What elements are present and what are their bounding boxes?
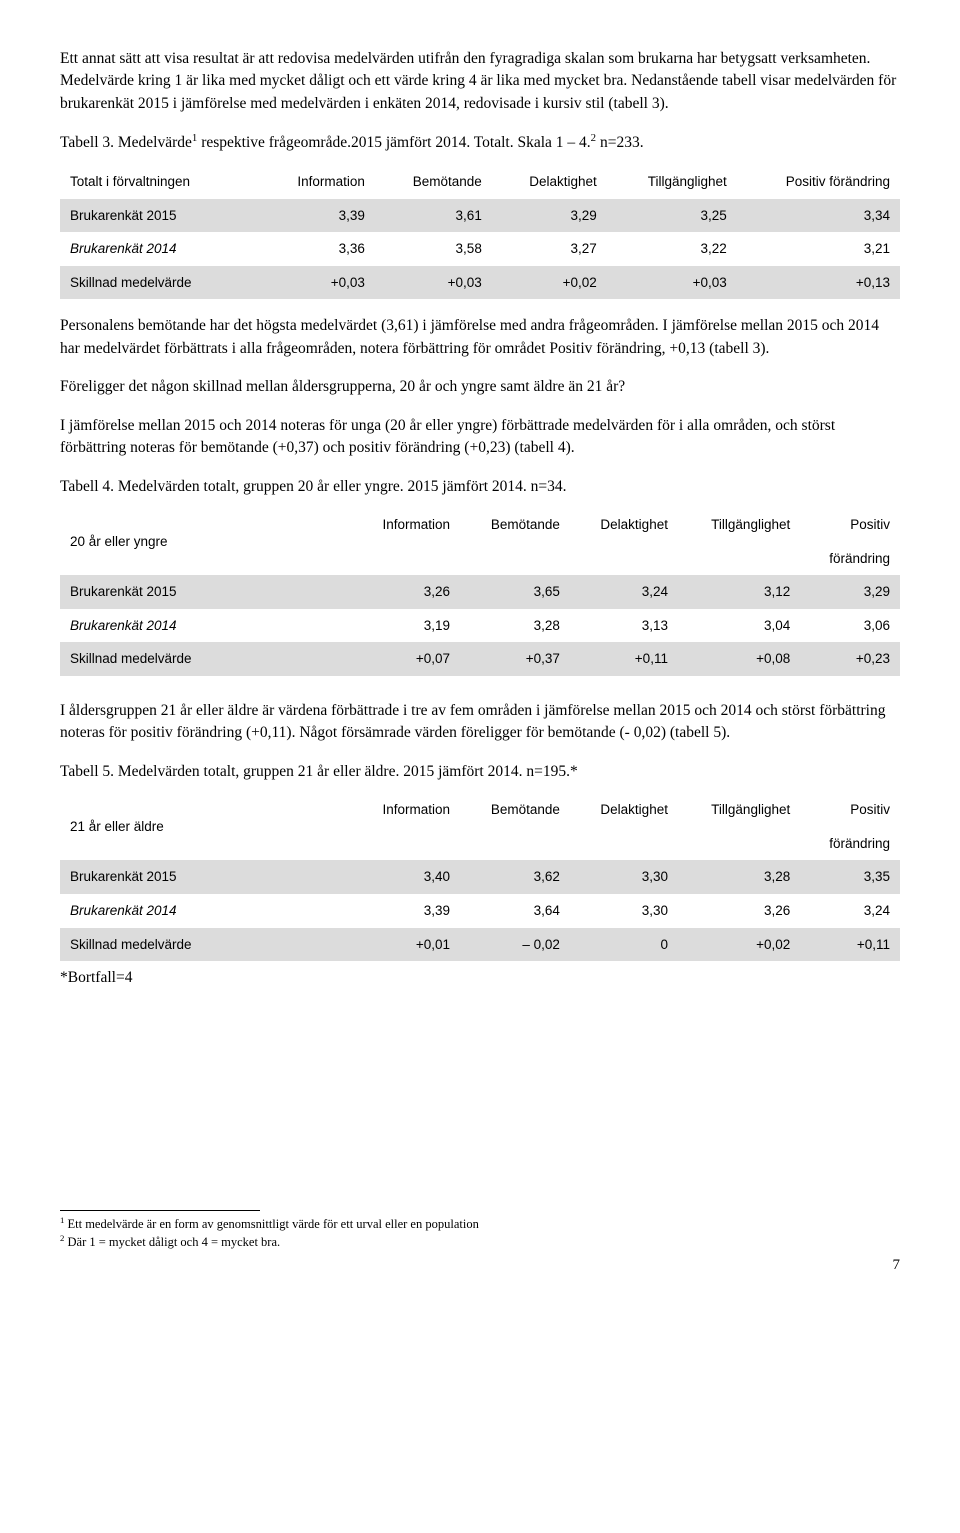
table4-r1-c1: 3,26	[260, 575, 460, 609]
table4-r2-c4: 3,04	[678, 609, 800, 643]
table3-r2-c3: 3,27	[492, 232, 607, 266]
table5-r3-c5: +0,11	[800, 928, 900, 962]
table5-r3-c3: 0	[570, 928, 678, 962]
table5-col-5: Positiv	[800, 793, 900, 827]
table4-r3-label: Skillnad medelvärde	[60, 642, 260, 676]
table5-r1-c4: 3,28	[678, 860, 800, 894]
footnote-1: 1 Ett medelvärde är en form av genomsnit…	[60, 1215, 900, 1233]
table4-r1-c2: 3,65	[460, 575, 570, 609]
table5-col-1: Information	[260, 793, 460, 827]
table3-title-c: n=233.	[596, 135, 644, 152]
paragraph-2: Personalens bemötande har det högsta med…	[60, 315, 900, 360]
table4-r1-c4: 3,12	[678, 575, 800, 609]
table5-r2-c4: 3,26	[678, 894, 800, 928]
table3-title-a: Tabell 3. Medelvärde	[60, 135, 192, 152]
table3-col-1: Information	[260, 165, 375, 199]
footnote-2: 2 Där 1 = mycket dåligt och 4 = mycket b…	[60, 1233, 900, 1251]
table4-col-5b: förändring	[800, 542, 900, 576]
table4-col-4: Tillgänglighet	[678, 508, 800, 542]
table4-r3-c4: +0,08	[678, 642, 800, 676]
table5-r2-c2: 3,64	[460, 894, 570, 928]
paragraph-5: I åldersgruppen 21 år eller äldre är vär…	[60, 700, 900, 745]
paragraph-1: Ett annat sätt att visa resultat är att …	[60, 48, 900, 115]
table5-r2-c1: 3,39	[260, 894, 460, 928]
table3-r3-label: Skillnad medelvärde	[60, 266, 260, 300]
table3-col-2: Bemötande	[375, 165, 492, 199]
table4-r3-c5: +0,23	[800, 642, 900, 676]
table3-r1-c4: 3,25	[607, 199, 737, 233]
footnotes-block: 1 Ett medelvärde är en form av genomsnit…	[60, 1215, 900, 1251]
table4-r2-c3: 3,13	[570, 609, 678, 643]
table3-r2-c1: 3,36	[260, 232, 375, 266]
table3-r1-c1: 3,39	[260, 199, 375, 233]
table3-title-b: respektive frågeområde.2015 jämfört 2014…	[197, 135, 590, 152]
table4-r3-c3: +0,11	[570, 642, 678, 676]
table5-r3-c1: +0,01	[260, 928, 460, 962]
table5-title: Tabell 5. Medelvärden totalt, gruppen 21…	[60, 761, 900, 783]
table4-r1-c5: 3,29	[800, 575, 900, 609]
table3-r1-label: Brukarenkät 2015	[60, 199, 260, 233]
table3-r2-c5: 3,21	[737, 232, 900, 266]
bortfall-note: *Bortfall=4	[60, 967, 900, 989]
table5-r2-c3: 3,30	[570, 894, 678, 928]
table5-r1-label: Brukarenkät 2015	[60, 860, 260, 894]
table5-col-4: Tillgänglighet	[678, 793, 800, 827]
table5-r1-c1: 3,40	[260, 860, 460, 894]
table3-r2-c2: 3,58	[375, 232, 492, 266]
table3-r2-label: Brukarenkät 2014	[60, 232, 260, 266]
table3-r1-c5: 3,34	[737, 199, 900, 233]
table4-corner: 20 år eller yngre	[60, 508, 260, 575]
table4-r2-c2: 3,28	[460, 609, 570, 643]
table3-r3-c2: +0,03	[375, 266, 492, 300]
table3-r3-c4: +0,03	[607, 266, 737, 300]
table3-r1-c3: 3,29	[492, 199, 607, 233]
table5-r2-c5: 3,24	[800, 894, 900, 928]
table3-title: Tabell 3. Medelvärde1 respektive frågeom…	[60, 131, 900, 155]
table4-r2-c5: 3,06	[800, 609, 900, 643]
table5-col-3: Delaktighet	[570, 793, 678, 827]
table5-r2-label: Brukarenkät 2014	[60, 894, 260, 928]
table4-r3-c1: +0,07	[260, 642, 460, 676]
paragraph-3: Föreligger det någon skillnad mellan åld…	[60, 376, 900, 398]
table-3: Totalt i förvaltningen Information Bemöt…	[60, 165, 900, 299]
table4-col-1: Information	[260, 508, 460, 542]
table5-r3-c4: +0,02	[678, 928, 800, 962]
table3-r3-c1: +0,03	[260, 266, 375, 300]
table5-corner: 21 år eller äldre	[60, 793, 260, 860]
table4-title: Tabell 4. Medelvärden totalt, gruppen 20…	[60, 476, 900, 498]
table-5: 21 år eller äldre Information Bemötande …	[60, 793, 900, 961]
table5-r1-c3: 3,30	[570, 860, 678, 894]
table5-r3-c2: – 0,02	[460, 928, 570, 962]
paragraph-4: I jämförelse mellan 2015 och 2014 notera…	[60, 415, 900, 460]
table3-r1-c2: 3,61	[375, 199, 492, 233]
table4-col-3: Delaktighet	[570, 508, 678, 542]
table5-r3-label: Skillnad medelvärde	[60, 928, 260, 962]
table4-r3-c2: +0,37	[460, 642, 570, 676]
table4-col-2: Bemötande	[460, 508, 570, 542]
table4-r2-label: Brukarenkät 2014	[60, 609, 260, 643]
table3-r3-c3: +0,02	[492, 266, 607, 300]
table3-col-5: Positiv förändring	[737, 165, 900, 199]
table4-col-5: Positiv	[800, 508, 900, 542]
table3-col-3: Delaktighet	[492, 165, 607, 199]
table5-r1-c5: 3,35	[800, 860, 900, 894]
table3-r2-c4: 3,22	[607, 232, 737, 266]
table-4: 20 år eller yngre Information Bemötande …	[60, 508, 900, 676]
page-number: 7	[60, 1255, 900, 1277]
table4-r2-c1: 3,19	[260, 609, 460, 643]
table3-col-4: Tillgänglighet	[607, 165, 737, 199]
table3-r3-c5: +0,13	[737, 266, 900, 300]
table5-col-2: Bemötande	[460, 793, 570, 827]
footnote-1-text: Ett medelvärde är en form av genomsnittl…	[64, 1217, 478, 1231]
table3-corner: Totalt i förvaltningen	[60, 165, 260, 199]
table5-r1-c2: 3,62	[460, 860, 570, 894]
footnote-2-text: Där 1 = mycket dåligt och 4 = mycket bra…	[64, 1235, 280, 1249]
footnotes-separator	[60, 1210, 260, 1211]
table4-r1-c3: 3,24	[570, 575, 678, 609]
table4-r1-label: Brukarenkät 2015	[60, 575, 260, 609]
table5-col-5b: förändring	[800, 827, 900, 861]
